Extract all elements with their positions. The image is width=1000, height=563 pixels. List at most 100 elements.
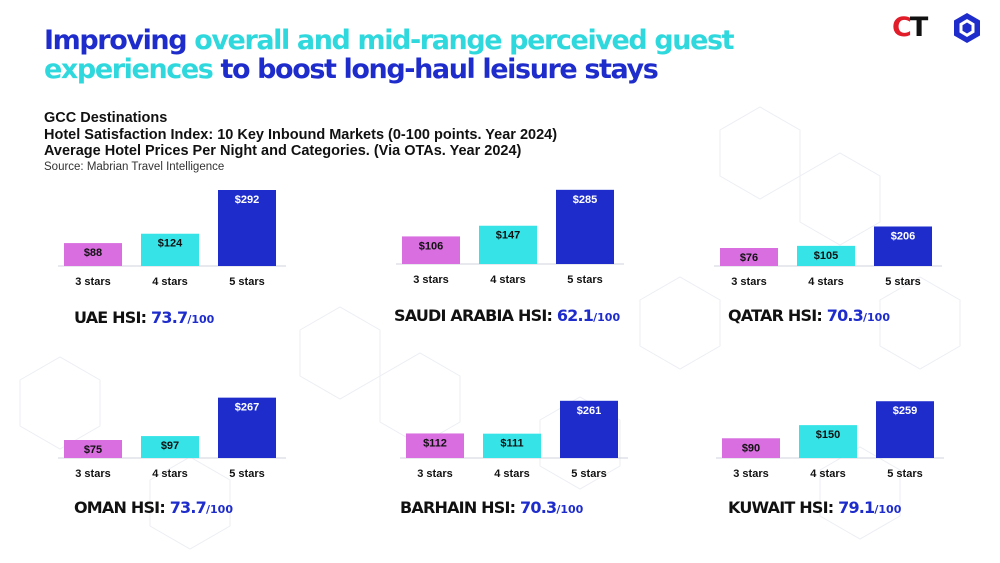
category-label: 3 stars — [75, 276, 110, 288]
bar-value-label: $267 — [235, 402, 259, 414]
panel-barhain: $112 3 stars $111 4 stars $261 5 stars BARHAI… — [392, 384, 652, 534]
bar-value-label: $75 — [84, 444, 102, 456]
category-label: 5 stars — [229, 468, 264, 480]
bar-value-label: $76 — [740, 252, 758, 264]
hsi-max: /100 — [863, 311, 890, 324]
logo-letter-t: T — [909, 12, 928, 43]
category-label: 4 stars — [810, 468, 845, 480]
bar-value-label: $111 — [500, 438, 523, 450]
kuwait-bar-chart: $90 3 stars $150 4 stars $259 5 stars — [716, 401, 944, 480]
bar-3-stars — [406, 433, 464, 458]
uae-bar-chart: $88 3 stars $124 4 stars $292 5 stars — [58, 190, 286, 288]
panel-qatar: $76 3 stars $105 4 stars $206 5 stars QATAR H… — [706, 200, 966, 350]
page-title: Improving overall and mid-range perceive… — [44, 26, 804, 84]
bar-value-label: $206 — [891, 230, 915, 242]
bar-3-stars — [402, 236, 460, 264]
category-label: 3 stars — [731, 276, 766, 288]
hsi-value: 73.7 — [169, 498, 207, 517]
chart-subtitle: GCC Destinations Hotel Satisfaction Inde… — [44, 110, 557, 174]
hsi-max: /100 — [187, 313, 215, 326]
bar-value-label: $90 — [742, 442, 760, 454]
hsi-value: 62.1 — [556, 306, 594, 325]
hsi-value: 70.3 — [826, 306, 864, 325]
bar-value-label: $106 — [419, 240, 443, 252]
uae-hsi: UAE HSI: 73.7/100 — [74, 308, 214, 327]
hsi-max: /100 — [593, 311, 621, 324]
hexagon-logo-icon — [954, 13, 980, 43]
category-label: 4 stars — [152, 276, 187, 288]
bar-5-stars — [556, 189, 614, 264]
category-label: 3 stars — [413, 274, 448, 286]
bar-3-stars — [722, 438, 780, 458]
title-highlight: overall and mid-range perceived guest ex… — [44, 25, 735, 85]
hsi-max: /100 — [556, 503, 584, 516]
panel-saudi-arabia: $106 3 stars $147 4 stars $285 5 stars SAUDI … — [388, 178, 648, 328]
bar-value-label: $97 — [161, 440, 179, 452]
bar-3-stars — [720, 248, 778, 266]
bar-3-stars — [64, 440, 122, 458]
panel-kuwait: $90 3 stars $150 4 stars $259 5 stars KUWAIT … — [708, 384, 968, 534]
ct-logo: CT — [892, 12, 988, 46]
hsi-label: UAE HSI: — [74, 308, 152, 327]
qatar-hsi: QATAR HSI: 70.3/100 — [728, 306, 890, 325]
hsi-label: QATAR HSI: — [728, 306, 827, 325]
hsi-value: 79.1 — [838, 498, 875, 517]
category-label: 5 stars — [887, 468, 922, 480]
bar-5-stars — [218, 190, 276, 266]
qatar-bar-chart: $76 3 stars $105 4 stars $206 5 stars — [714, 226, 942, 288]
bar-4-stars — [799, 425, 857, 458]
category-label: 5 stars — [567, 274, 602, 286]
subtitle-line-3: Average Hotel Prices Per Night and Categ… — [44, 143, 522, 159]
bar-4-stars — [141, 233, 199, 266]
category-label: 4 stars — [808, 276, 843, 288]
category-label: 5 stars — [885, 276, 920, 288]
oman-bar-chart: $75 3 stars $97 4 stars $267 5 stars — [58, 397, 286, 480]
oman-hsi: OMAN HSI: 73.7/100 — [74, 498, 233, 517]
title-part-1: Improving — [44, 25, 195, 56]
category-label: 5 stars — [229, 276, 264, 288]
hsi-label: BARHAIN HSI: — [400, 498, 521, 517]
category-label: 3 stars — [733, 468, 768, 480]
panel-uae: $88 3 stars $124 4 stars $292 5 stars UAE HSI… — [50, 180, 310, 330]
subtitle-line-2: Hotel Satisfaction Index: 10 Key Inbound… — [44, 126, 558, 143]
bar-value-label: $124 — [158, 238, 183, 250]
bar-4-stars — [797, 245, 855, 266]
category-label: 5 stars — [571, 468, 606, 480]
bar-4-stars — [483, 433, 541, 458]
bar-value-label: $285 — [573, 194, 597, 206]
hsi-label: OMAN HSI: — [74, 498, 170, 517]
bar-value-label: $88 — [84, 247, 102, 259]
logo-letter-c: C — [892, 12, 912, 43]
title-part-3: to boost long-haul leisure stays — [212, 54, 658, 85]
category-label: 4 stars — [490, 274, 525, 286]
saudi-arabia-bar-chart: $106 3 stars $147 4 stars $285 5 stars — [396, 189, 624, 286]
bar-4-stars — [141, 436, 199, 458]
category-label: 4 stars — [152, 468, 187, 480]
bar-value-label: $147 — [496, 230, 520, 242]
bar-5-stars — [218, 397, 276, 458]
bar-5-stars — [876, 401, 934, 458]
bar-value-label: $105 — [814, 250, 838, 262]
bar-5-stars — [560, 400, 618, 458]
hsi-value: 70.3 — [520, 498, 557, 517]
kuwait-hsi: KUWAIT HSI: 79.1/100 — [728, 498, 901, 517]
subtitle-line-1: GCC Destinations — [44, 110, 168, 126]
hsi-label: SAUDI ARABIA HSI: — [394, 306, 557, 325]
source-note: Source: Mabrian Travel Intelligence — [44, 160, 225, 173]
hsi-label: KUWAIT HSI: — [728, 498, 839, 517]
bar-value-label: $112 — [423, 437, 447, 449]
saudi-arabia-hsi: SAUDI ARABIA HSI: 62.1/100 — [394, 306, 620, 325]
bar-4-stars — [479, 225, 537, 264]
bar-value-label: $150 — [816, 429, 840, 441]
bar-value-label: $292 — [235, 194, 259, 206]
category-label: 4 stars — [494, 468, 529, 480]
category-label: 3 stars — [75, 468, 110, 480]
bar-value-label: $259 — [893, 405, 917, 417]
panel-oman: $75 3 stars $97 4 stars $267 5 stars OMAN HSI… — [50, 382, 310, 532]
hsi-max: /100 — [874, 503, 902, 516]
category-label: 3 stars — [417, 468, 452, 480]
hsi-value: 73.7 — [151, 308, 188, 327]
barhain-bar-chart: $112 3 stars $111 4 stars $261 5 stars — [400, 400, 628, 480]
bar-3-stars — [64, 243, 122, 266]
barhain-hsi: BARHAIN HSI: 70.3/100 — [400, 498, 583, 517]
